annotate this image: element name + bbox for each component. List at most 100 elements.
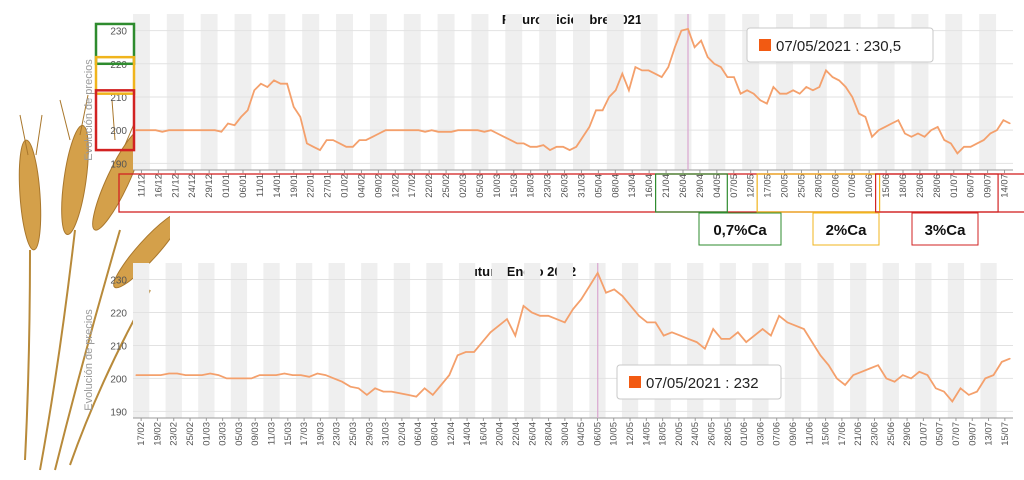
- data-point: [168, 129, 170, 131]
- x-tick-label: 19/01: [289, 174, 300, 198]
- data-point: [407, 394, 409, 396]
- x-tick-label: 23/06: [869, 422, 880, 446]
- data-point: [707, 56, 709, 58]
- data-point: [621, 73, 623, 75]
- data-point: [621, 295, 624, 297]
- data-point: [431, 129, 433, 131]
- data-point: [983, 139, 985, 141]
- data-point: [194, 129, 196, 131]
- data-point: [930, 129, 932, 131]
- data-point: [786, 321, 788, 323]
- x-tick-label: 07/06: [772, 422, 783, 446]
- data-point: [943, 391, 945, 393]
- x-tick-label: 10/06: [864, 174, 875, 198]
- grid-band: [945, 14, 963, 170]
- x-tick-label: 25/02: [185, 422, 196, 446]
- data-point: [385, 129, 387, 131]
- data-point: [679, 334, 681, 337]
- grid-band: [336, 14, 353, 170]
- x-tick-label: 06/04: [413, 422, 424, 446]
- data-point: [283, 372, 286, 375]
- x-tick-label: 15/06: [881, 174, 892, 198]
- data-point: [473, 351, 475, 353]
- grid-band: [947, 263, 965, 418]
- x-tick-label: 22/01: [306, 174, 317, 198]
- data-point: [902, 374, 904, 376]
- chart2-ylabel: Evolución de precios: [83, 309, 95, 411]
- x-tick-label: 07/05: [729, 174, 740, 198]
- grid-band: [361, 263, 378, 418]
- data-point: [641, 69, 643, 72]
- x-tick-label: 28/05: [723, 422, 734, 446]
- data-point: [450, 131, 453, 133]
- data-point: [746, 89, 748, 91]
- data-point: [481, 341, 483, 343]
- chart2-title: Futuro Enero 2022: [462, 264, 576, 279]
- data-point: [713, 63, 715, 65]
- data-point: [869, 367, 871, 370]
- data-point: [306, 142, 308, 145]
- data-point: [1001, 361, 1003, 363]
- data-point: [838, 79, 840, 81]
- data-point: [792, 89, 794, 91]
- annotation-2-ca: 2%Ca: [812, 212, 880, 246]
- data-point: [992, 374, 995, 376]
- x-tick-label: 14/04: [462, 422, 473, 446]
- data-point: [766, 103, 768, 105]
- data-point: [516, 142, 518, 145]
- annotation-3-ca-label: 3%Ca: [925, 222, 967, 239]
- data-point: [155, 129, 157, 131]
- x-tick-label: 17/06: [837, 422, 848, 446]
- x-tick-label: 11/12: [136, 174, 147, 197]
- chart2-points: [135, 272, 1011, 403]
- x-tick-label: 03/06: [755, 422, 766, 446]
- data-point: [483, 131, 485, 133]
- data-point: [785, 93, 788, 95]
- data-point: [663, 334, 665, 337]
- data-point: [523, 142, 525, 145]
- annotation-0-7-ca: 0,7%Ca: [698, 212, 782, 246]
- x-tick-label: 06/07: [966, 174, 977, 198]
- data-point: [923, 136, 926, 138]
- data-point: [292, 374, 294, 376]
- x-tick-label: 07/06: [847, 174, 858, 198]
- data-point: [135, 374, 137, 376]
- data-point: [463, 129, 466, 131]
- x-tick-label: 23/06: [915, 174, 926, 198]
- x-tick-label: 08/04: [610, 174, 621, 198]
- data-point: [477, 129, 479, 131]
- data-point: [161, 131, 163, 133]
- data-point: [227, 122, 229, 125]
- x-tick-label: 25/02: [441, 174, 452, 198]
- data-point: [1002, 119, 1005, 121]
- date-range-box: [756, 173, 881, 213]
- data-point: [391, 391, 393, 393]
- data-point: [770, 334, 772, 337]
- annotation-0-7-ca-label: 0,7%Ca: [713, 222, 767, 239]
- data-point: [778, 315, 780, 317]
- x-tick-label: 18/03: [526, 174, 537, 198]
- data-point: [671, 331, 673, 333]
- x-tick-label: 26/03: [560, 174, 571, 198]
- x-tick-label: 16/12: [153, 174, 164, 198]
- data-point: [860, 371, 863, 373]
- data-point: [259, 374, 261, 376]
- x-tick-label: 30/04: [560, 422, 571, 446]
- data-point: [720, 338, 723, 340]
- x-tick-label: 17/03: [299, 422, 310, 446]
- tooltip2-text: 07/05/2021 : 232: [646, 375, 759, 392]
- data-point: [308, 376, 310, 378]
- data-point: [148, 129, 150, 131]
- grid-band: [403, 14, 421, 170]
- data-point: [352, 146, 354, 148]
- x-tick-label: 09/06: [788, 422, 799, 446]
- x-tick-label: 11/03: [267, 422, 278, 445]
- x-tick-label: 13/07: [984, 422, 995, 446]
- data-point: [187, 129, 190, 131]
- data-point: [943, 139, 945, 141]
- annotation-2-ca-label: 2%Ca: [826, 222, 868, 239]
- data-point: [680, 29, 683, 32]
- annotation-3-ca: 3%Ca: [911, 212, 979, 246]
- data-point: [989, 132, 991, 135]
- data-point: [333, 377, 335, 380]
